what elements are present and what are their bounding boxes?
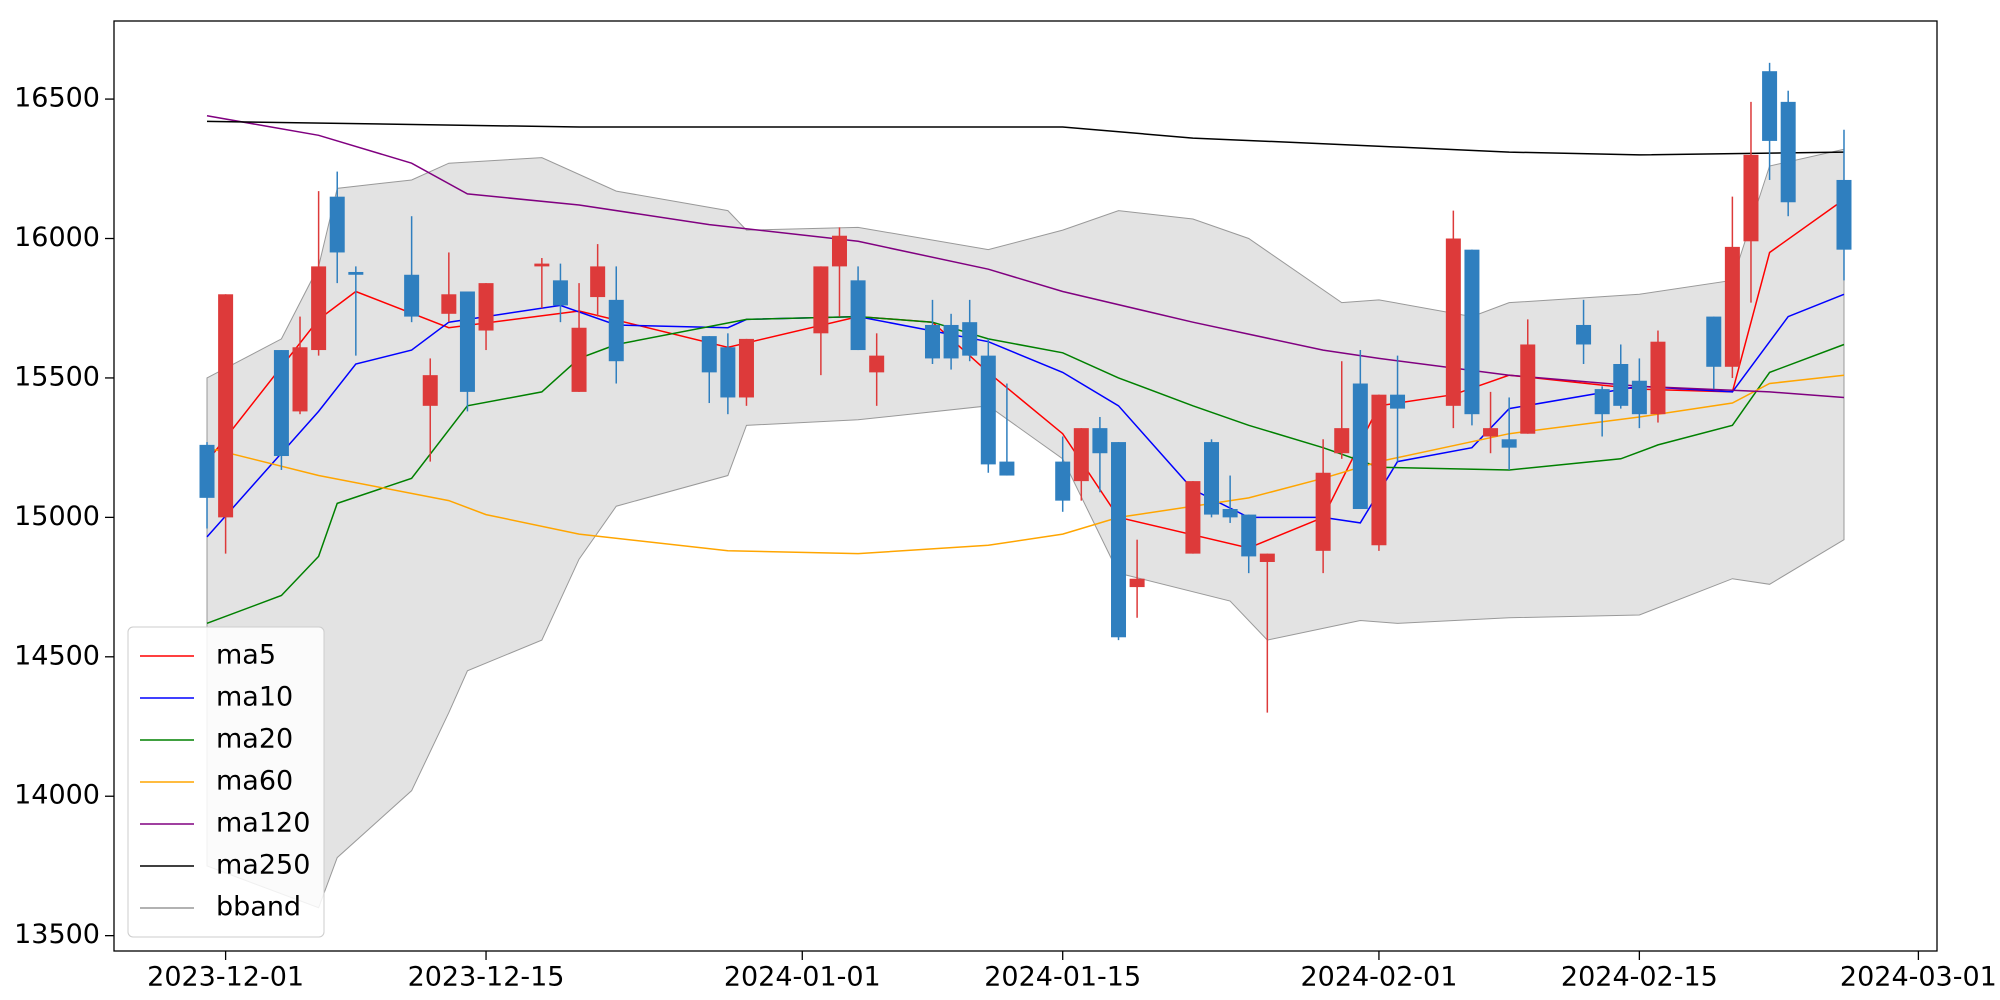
candle-body bbox=[1204, 442, 1220, 515]
candle-body bbox=[348, 271, 364, 275]
candle-body bbox=[1762, 71, 1778, 141]
candle-body bbox=[813, 266, 829, 334]
y-tick-label: 14500 bbox=[14, 640, 100, 671]
candle-body bbox=[1724, 246, 1740, 367]
candle-body bbox=[980, 355, 996, 465]
candle-body bbox=[478, 283, 494, 331]
candle-body bbox=[1445, 238, 1461, 406]
line-ma20 bbox=[206, 315, 1845, 625]
candle-body bbox=[869, 355, 885, 373]
candle-body bbox=[1073, 428, 1089, 482]
y-tick-label: 13500 bbox=[14, 919, 100, 950]
legend-label: ma20 bbox=[216, 724, 293, 755]
candle-body bbox=[1706, 316, 1722, 367]
line-ma250 bbox=[206, 120, 1845, 156]
candle-body bbox=[311, 266, 327, 351]
candle-body bbox=[1631, 380, 1647, 415]
candle-body bbox=[441, 294, 457, 314]
candle-body bbox=[273, 350, 289, 457]
candle-body bbox=[422, 375, 438, 406]
candle-body bbox=[720, 347, 736, 398]
candle-body bbox=[924, 324, 940, 359]
y-tick-label: 16500 bbox=[14, 83, 100, 114]
candle-body bbox=[1129, 578, 1145, 588]
x-tick-label: 2024-01-15 bbox=[984, 962, 1141, 993]
candle-body bbox=[571, 327, 587, 392]
legend-label: ma10 bbox=[216, 682, 293, 713]
candle-body bbox=[1185, 481, 1201, 554]
candle-body bbox=[1055, 461, 1071, 501]
y-tick-label: 14000 bbox=[14, 780, 100, 811]
candle-body bbox=[404, 274, 420, 317]
candle-body bbox=[292, 347, 308, 412]
candle-body bbox=[1613, 363, 1629, 406]
line-ma60 bbox=[206, 374, 1845, 555]
candle-body bbox=[701, 336, 717, 373]
candle-body bbox=[831, 235, 847, 267]
candle-body bbox=[1743, 154, 1759, 242]
x-tick-label: 2024-01-01 bbox=[724, 962, 881, 993]
x-tick-label: 2023-12-01 bbox=[147, 962, 304, 993]
candle-body bbox=[850, 280, 866, 351]
candle-body bbox=[1464, 249, 1480, 415]
candle-body bbox=[1650, 341, 1666, 415]
candle-body bbox=[1352, 383, 1368, 510]
candle-body bbox=[1780, 101, 1796, 203]
x-tick-label: 2023-12-15 bbox=[408, 962, 565, 993]
legend-label: ma250 bbox=[216, 850, 310, 881]
legend-box bbox=[127, 626, 325, 938]
candle-body bbox=[329, 196, 345, 253]
candle-body bbox=[590, 266, 606, 298]
candle-body bbox=[1334, 428, 1350, 454]
candle-body bbox=[1390, 394, 1406, 409]
candle-body bbox=[1241, 514, 1257, 557]
candle-body bbox=[1222, 509, 1238, 518]
y-tick-label: 15500 bbox=[14, 361, 100, 392]
candle-body bbox=[1520, 344, 1536, 434]
candle-body bbox=[1594, 389, 1610, 415]
y-tick-label: 15000 bbox=[14, 501, 100, 532]
plot-frame bbox=[113, 20, 1938, 952]
x-tick-label: 2024-02-01 bbox=[1300, 962, 1457, 993]
candle-body bbox=[199, 444, 215, 498]
candle-body bbox=[218, 294, 234, 518]
candle-body bbox=[1501, 439, 1517, 448]
candle-body bbox=[1315, 472, 1331, 551]
candle-body bbox=[962, 322, 978, 356]
candle-body bbox=[1836, 179, 1852, 250]
candle-body bbox=[1092, 428, 1108, 454]
candle-body bbox=[943, 324, 959, 359]
candle-body bbox=[608, 299, 624, 362]
candle-body bbox=[738, 338, 754, 398]
candle-body bbox=[1259, 553, 1275, 562]
candle-body bbox=[552, 280, 568, 306]
legend-label: ma60 bbox=[216, 766, 293, 797]
y-tick-label: 16000 bbox=[14, 222, 100, 253]
x-tick-label: 2024-03-01 bbox=[1840, 962, 1997, 993]
legend-label: ma5 bbox=[216, 640, 276, 671]
legend-label: ma120 bbox=[216, 808, 310, 839]
line-ma120 bbox=[206, 115, 1845, 399]
candle-body bbox=[999, 461, 1015, 476]
x-tick-label: 2024-02-15 bbox=[1561, 962, 1718, 993]
candle-body bbox=[534, 263, 550, 267]
candle-body bbox=[1371, 394, 1387, 546]
legend-label: bband bbox=[216, 892, 301, 923]
candle-body bbox=[1111, 442, 1127, 638]
candle-body bbox=[459, 291, 475, 392]
candle-body bbox=[1483, 428, 1499, 437]
candle-body bbox=[1576, 324, 1592, 345]
